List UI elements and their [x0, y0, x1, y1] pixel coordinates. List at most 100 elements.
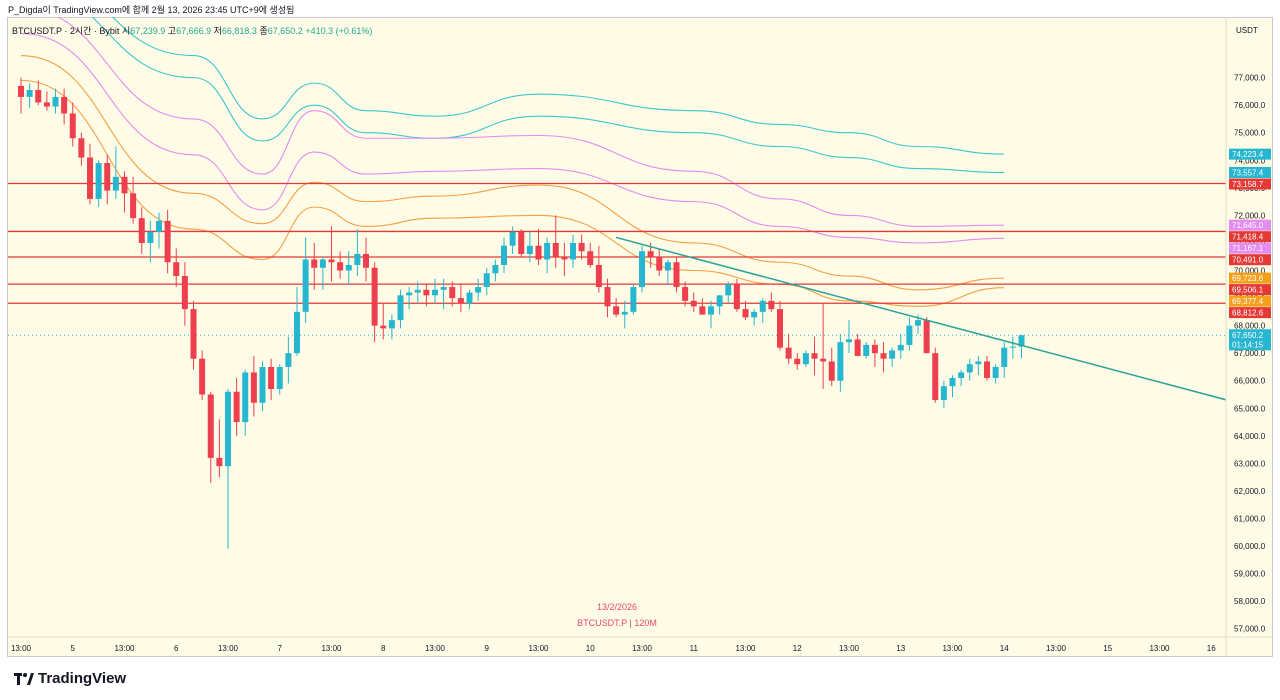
- candle-body-106: [932, 353, 939, 401]
- price-label-8: 69,506.1: [1229, 284, 1271, 296]
- candle-body-42: [380, 325, 387, 329]
- candle-body-13: [130, 193, 137, 219]
- candle-body-40: [363, 253, 369, 268]
- price-label-box-10: [1229, 307, 1271, 319]
- price-label-5: 71,167.1: [1229, 242, 1271, 254]
- candle-body-67: [595, 265, 602, 288]
- candle-body-109: [958, 372, 965, 378]
- legend-open-label: 시: [121, 26, 131, 36]
- legend-change: +410.3 (+0.61%): [305, 26, 373, 36]
- legend-close-label: 종: [259, 26, 268, 36]
- candle-body-103: [906, 325, 913, 345]
- last-price-label: 67,650.201:14:15: [1229, 329, 1271, 351]
- chart-legend: BTCUSDT.P · 2시간 · Bybit 시67,239.9 고67,66…: [12, 24, 372, 37]
- candle-body-78: [690, 300, 697, 307]
- candle-body-60: [535, 245, 542, 260]
- candle-body-73: [647, 251, 654, 257]
- candle-body-72: [639, 251, 645, 288]
- candle-body-55: [492, 265, 499, 274]
- publisher-line: P_Digda이 TradingView.com에 함께 2월 13, 2026…: [8, 5, 295, 15]
- price-label-text-6: 70,491.0: [1232, 256, 1264, 265]
- countdown-text: 01:14:15: [1232, 340, 1264, 349]
- candle-body-44: [397, 295, 404, 321]
- price-label-text-2: 73,158.7: [1232, 180, 1264, 189]
- price-label-9: 69,377.4: [1229, 295, 1271, 307]
- price-label-4: 71,418.4: [1229, 231, 1271, 243]
- candle-body-66: [587, 251, 594, 265]
- candle-body-90: [794, 358, 801, 365]
- x-tick-label-1: 5: [71, 644, 76, 653]
- candle-body-2: [35, 90, 42, 103]
- candle-body-28: [259, 366, 266, 403]
- y-tick-label-9: 66,000.0: [1234, 377, 1266, 386]
- candle-body-19: [181, 276, 188, 310]
- candle-body-48: [432, 289, 438, 296]
- candle-body-84: [742, 309, 749, 318]
- y-tick-label-0: 57,000.0: [1234, 625, 1266, 634]
- candle-body-88: [777, 309, 783, 348]
- x-tick-label-7: 8: [381, 644, 386, 653]
- y-tick-label-18: 75,000.0: [1234, 129, 1266, 138]
- candle-body-1: [26, 90, 33, 97]
- candle-body-81: [716, 295, 723, 307]
- candle-body-116: [1018, 335, 1025, 347]
- candle-body-35: [319, 259, 326, 268]
- candle-body-27: [250, 372, 257, 403]
- x-tick-label-17: 13: [896, 644, 905, 653]
- x-tick-label-0: 13:00: [11, 644, 32, 653]
- legend-open: 67,239.9: [130, 26, 166, 36]
- candle-body-111: [975, 361, 982, 365]
- candle-body-4: [52, 96, 59, 107]
- candle-body-8: [87, 157, 93, 199]
- candle-body-56: [501, 245, 507, 265]
- candle-body-74: [656, 256, 663, 271]
- candle-body-41: [371, 267, 378, 326]
- candle-body-46: [414, 289, 421, 293]
- candle-body-94: [828, 361, 835, 381]
- candle-body-24: [225, 391, 231, 467]
- x-tick-label-13: 11: [690, 644, 699, 653]
- candle-body-45: [406, 292, 413, 296]
- band-violet-lower: [20, 32, 1005, 244]
- y-tick-label-19: 76,000.0: [1234, 101, 1266, 110]
- candle-body-105: [923, 320, 930, 354]
- candle-body-80: [708, 306, 714, 315]
- price-label-box-9: [1229, 295, 1271, 307]
- candle-body-37: [337, 262, 344, 271]
- x-tick-label-20: 13:00: [1046, 644, 1067, 653]
- x-tick-label-19: 14: [1000, 644, 1009, 653]
- candle-body-85: [751, 311, 758, 318]
- candle-body-77: [682, 287, 689, 301]
- candle-body-101: [889, 350, 896, 359]
- footer: [0, 660, 1280, 700]
- price-label-box-7: [1229, 272, 1271, 284]
- price-label-box-4: [1229, 231, 1271, 243]
- price-label-box-2: [1229, 178, 1271, 190]
- candle-body-23: [216, 457, 223, 467]
- candle-body-26: [242, 372, 249, 423]
- candle-body-31: [285, 353, 292, 367]
- y-tick-label-11: 68,000.0: [1234, 322, 1266, 331]
- y-tick-label-20: 77,000.0: [1234, 74, 1266, 83]
- price-label-2: 73,158.7: [1229, 178, 1271, 190]
- candle-body-16: [156, 220, 162, 232]
- candle-body-93: [820, 358, 827, 362]
- price-label-box-8: [1229, 284, 1271, 296]
- price-label-box-3: [1229, 219, 1271, 231]
- tradingview-brand[interactable]: TradingView: [14, 670, 126, 687]
- y-tick-label-2: 59,000.0: [1234, 570, 1266, 579]
- candle-body-86: [759, 300, 766, 312]
- tradingview-logo-icon: [14, 672, 34, 685]
- price-label-10: 68,812.6: [1229, 307, 1271, 319]
- watermark-date: 13/2/2026: [597, 602, 637, 612]
- price-label-box-1: [1229, 166, 1271, 178]
- candle-body-98: [863, 344, 870, 356]
- candle-body-22: [207, 394, 214, 458]
- candle-body-92: [811, 353, 818, 359]
- band-violet-upper: [56, 17, 1005, 227]
- price-label-box-6: [1229, 254, 1271, 266]
- candle-body-15: [147, 231, 154, 243]
- x-tick-label-11: 10: [586, 644, 595, 653]
- candle-body-58: [518, 231, 525, 254]
